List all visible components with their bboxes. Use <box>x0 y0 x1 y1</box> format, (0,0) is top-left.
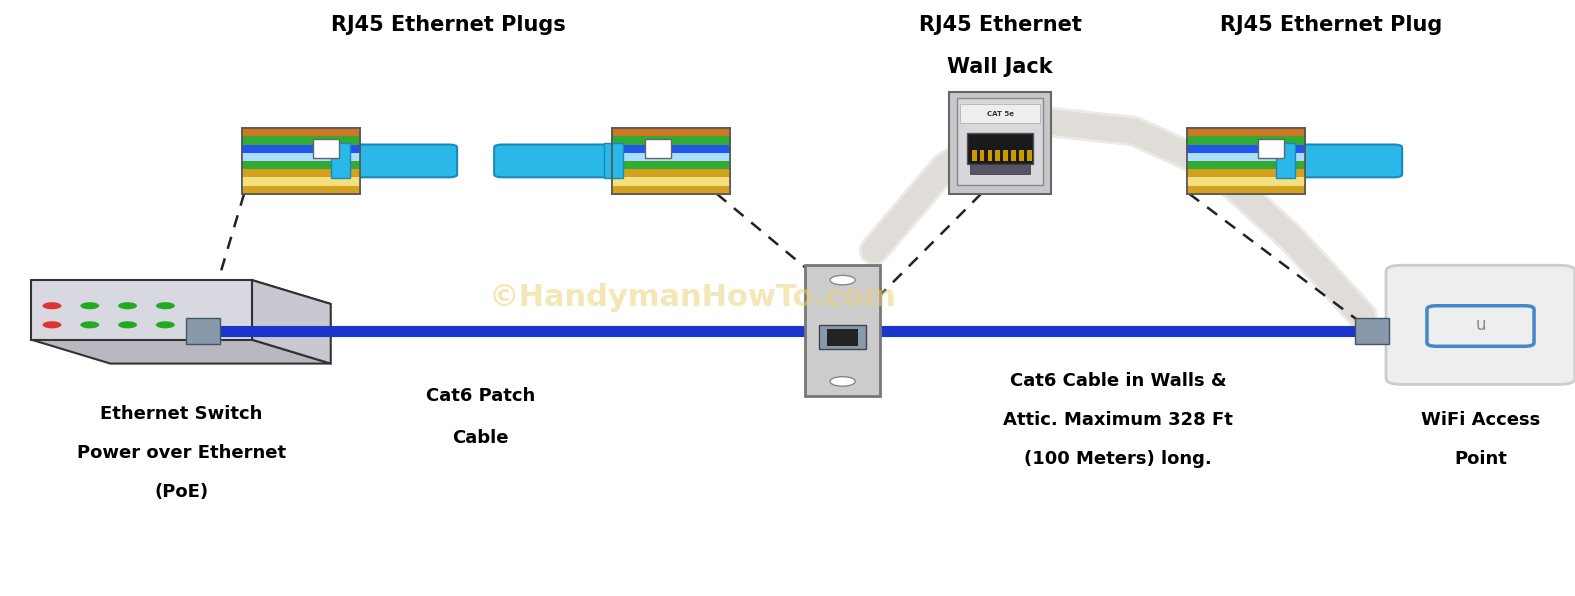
Bar <box>331 144 350 178</box>
Circle shape <box>156 302 175 309</box>
Bar <box>613 169 731 178</box>
Bar <box>613 185 731 194</box>
Circle shape <box>156 321 175 328</box>
Circle shape <box>43 321 61 328</box>
Bar <box>1188 153 1306 161</box>
Bar <box>970 164 1030 174</box>
Bar <box>243 128 361 194</box>
Bar <box>1027 150 1032 161</box>
Bar <box>1188 161 1306 169</box>
Bar <box>243 177 361 185</box>
Text: u: u <box>1476 316 1485 334</box>
Text: Attic. Maximum 328 Ft: Attic. Maximum 328 Ft <box>1003 411 1233 429</box>
Text: ©HandymanHowTo.com: ©HandymanHowTo.com <box>490 284 896 312</box>
Bar <box>1011 150 1016 161</box>
Bar <box>980 150 984 161</box>
Bar <box>1019 150 1024 161</box>
Bar <box>1188 128 1306 194</box>
Bar <box>613 128 731 136</box>
Bar <box>613 153 731 161</box>
Bar <box>32 280 252 340</box>
Bar <box>1354 318 1389 344</box>
Bar <box>243 136 361 145</box>
Circle shape <box>830 275 855 285</box>
Bar <box>1276 144 1295 178</box>
Bar <box>243 128 361 194</box>
Text: RJ45 Ethernet: RJ45 Ethernet <box>918 15 1082 35</box>
Bar <box>1188 169 1306 178</box>
Bar <box>995 150 1000 161</box>
Bar <box>948 92 1052 194</box>
Circle shape <box>80 302 99 309</box>
Bar <box>972 150 976 161</box>
Bar <box>967 133 1033 164</box>
Polygon shape <box>32 340 331 364</box>
Text: Point: Point <box>1454 450 1507 468</box>
Bar <box>819 325 866 349</box>
Bar <box>613 128 731 194</box>
Bar <box>827 329 858 346</box>
Text: RJ45 Ethernet Plugs: RJ45 Ethernet Plugs <box>331 15 567 35</box>
Bar <box>243 185 361 194</box>
FancyBboxPatch shape <box>495 144 621 178</box>
Bar <box>958 98 1044 185</box>
Bar <box>613 177 731 185</box>
Polygon shape <box>252 280 331 364</box>
Bar <box>613 145 731 153</box>
Bar <box>1258 139 1284 158</box>
FancyBboxPatch shape <box>1276 144 1402 178</box>
Text: CAT 5e: CAT 5e <box>986 111 1014 117</box>
Bar <box>613 136 731 145</box>
Bar <box>313 139 339 158</box>
Text: RJ45 Ethernet Plug: RJ45 Ethernet Plug <box>1219 15 1443 35</box>
Text: Cable: Cable <box>452 429 509 447</box>
Bar <box>1188 128 1306 194</box>
Bar <box>605 144 624 178</box>
Bar <box>1188 185 1306 194</box>
Bar <box>988 150 992 161</box>
Bar <box>1188 128 1306 136</box>
Text: (PoE): (PoE) <box>154 483 208 501</box>
Bar <box>961 104 1041 123</box>
Circle shape <box>80 321 99 328</box>
Text: Cat6 Patch: Cat6 Patch <box>425 387 536 405</box>
Bar <box>613 161 731 169</box>
Bar <box>646 139 671 158</box>
Bar <box>243 169 361 178</box>
Bar <box>1003 150 1008 161</box>
Circle shape <box>830 377 855 386</box>
Text: (100 Meters) long.: (100 Meters) long. <box>1024 450 1213 468</box>
Bar <box>613 128 731 194</box>
Bar <box>1188 177 1306 185</box>
Text: Wall Jack: Wall Jack <box>947 57 1054 77</box>
Bar <box>243 161 361 169</box>
Polygon shape <box>32 280 331 304</box>
Text: WiFi Access: WiFi Access <box>1421 411 1540 429</box>
Circle shape <box>118 302 137 309</box>
Bar <box>186 318 221 344</box>
Circle shape <box>43 302 61 309</box>
Bar <box>1188 136 1306 145</box>
Bar <box>243 145 361 153</box>
Text: Ethernet Switch: Ethernet Switch <box>99 405 263 423</box>
Text: Power over Ethernet: Power over Ethernet <box>77 444 285 462</box>
Bar <box>243 128 361 136</box>
FancyBboxPatch shape <box>331 144 457 178</box>
Circle shape <box>118 321 137 328</box>
FancyBboxPatch shape <box>1386 265 1575 384</box>
Bar <box>805 265 880 396</box>
Bar <box>243 153 361 161</box>
Bar <box>1188 145 1306 153</box>
Text: Cat6 Cable in Walls &: Cat6 Cable in Walls & <box>1010 372 1227 390</box>
